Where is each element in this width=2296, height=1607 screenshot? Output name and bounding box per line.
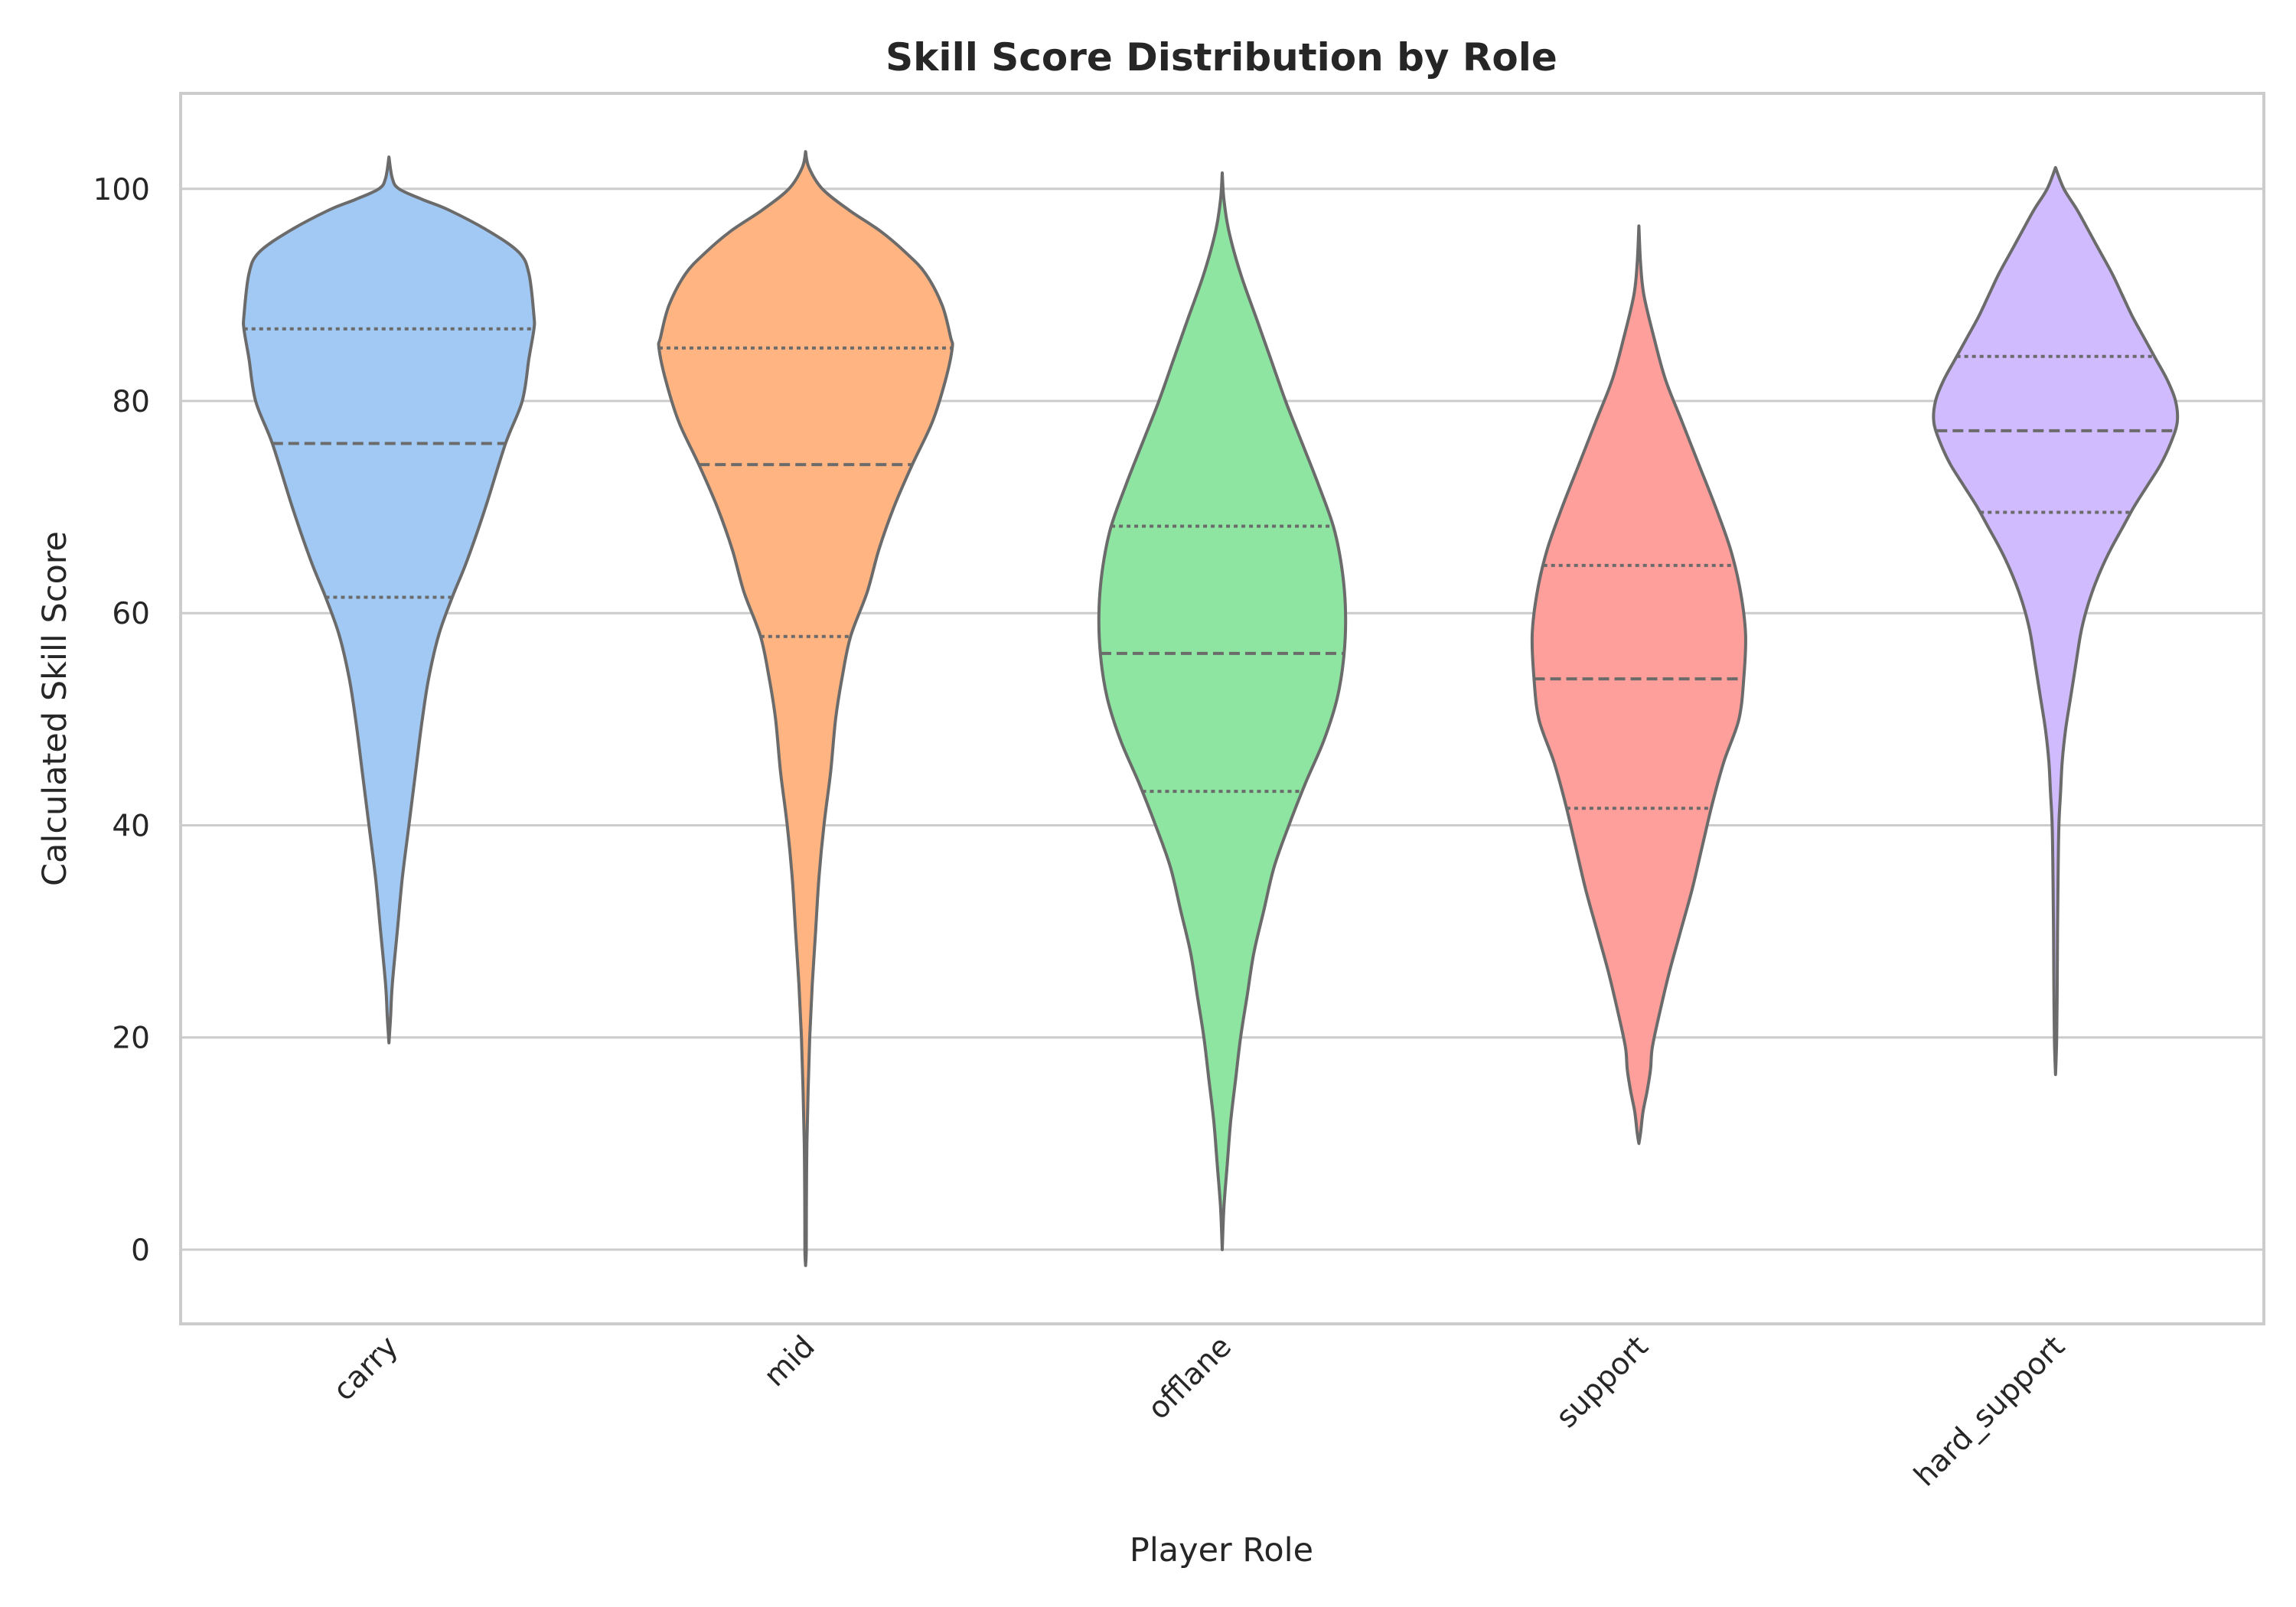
violin-body <box>1097 171 1348 1251</box>
y-tick-label: 20 <box>112 1022 150 1056</box>
violin-body <box>1932 166 2180 1077</box>
violins <box>241 150 2180 1267</box>
violin-mid <box>657 150 954 1267</box>
violin-body <box>241 155 536 1045</box>
chart-title: Skill Score Distribution by Role <box>885 35 1557 80</box>
x-axis-label: Player Role <box>1130 1531 1313 1570</box>
y-tick-label: 100 <box>93 173 150 207</box>
y-axis-ticks: 0 20 40 60 80 100 <box>93 173 150 1268</box>
violin-body <box>1530 224 1747 1146</box>
violin-support <box>1530 224 1747 1146</box>
y-axis-label: Calculated Skill Score <box>36 531 74 886</box>
violin-body <box>657 150 954 1267</box>
violin-hard-support <box>1932 166 2180 1077</box>
violin-offlane <box>1097 171 1348 1251</box>
y-tick-label: 80 <box>112 385 150 419</box>
violin-carry <box>241 155 536 1045</box>
y-tick-label: 60 <box>112 597 150 631</box>
y-tick-label: 40 <box>112 809 150 843</box>
y-tick-label: 0 <box>131 1234 150 1268</box>
plot-area-frame <box>179 92 2265 1325</box>
